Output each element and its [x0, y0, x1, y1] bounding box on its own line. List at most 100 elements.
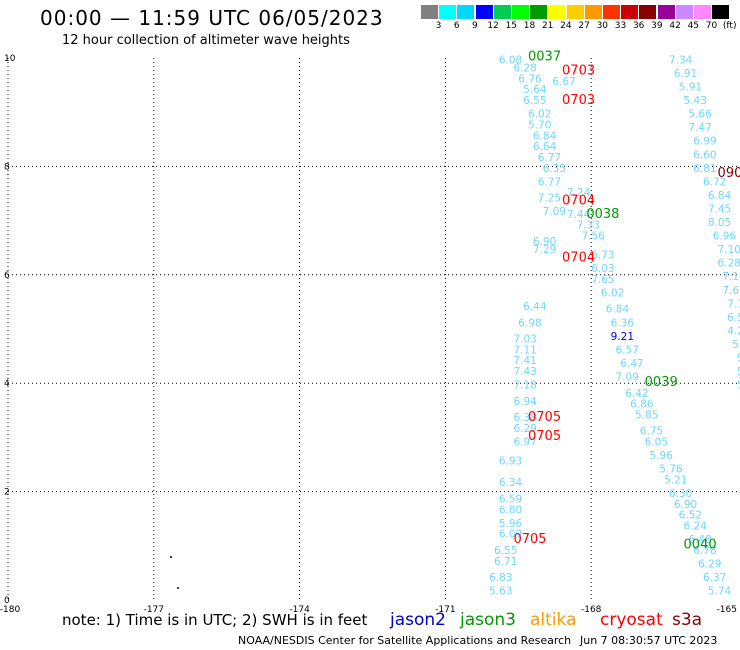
wave-height-label: 6.77: [538, 152, 561, 164]
wave-height-label: 6.28: [718, 258, 740, 270]
wave-height-label: 6.55: [494, 545, 517, 557]
satellite-s3a: s3a: [672, 610, 703, 630]
legend-swatch: [657, 5, 675, 19]
legend-swatch: [675, 5, 693, 19]
pass-time-label: 0703: [562, 63, 595, 78]
wave-height-label: 5.74: [708, 586, 732, 598]
legend-label: 45: [687, 21, 700, 31]
wave-height-label: 5.96: [650, 450, 674, 462]
wave-height-label: 6.84: [708, 190, 732, 202]
legend-label: 36: [632, 21, 645, 31]
wave-height-label: 6.57: [616, 344, 639, 356]
wave-height-label: 7.29: [533, 244, 556, 256]
wave-height-label: 6.36: [611, 317, 635, 329]
wave-height-label: 7.18: [513, 380, 536, 392]
wave-height-label: 6.56: [727, 312, 740, 324]
wave-height-label: 6.78: [693, 545, 716, 557]
legend-label: 24: [560, 21, 572, 31]
legend-label: 70: [705, 21, 718, 31]
satellite-jason2: jason2: [390, 610, 446, 630]
wave-height-label: 6.98: [518, 317, 541, 329]
footer-credit: NOAA/NESDIS Center for Satellite Applica…: [238, 634, 572, 647]
wave-height-label: 6.24: [684, 521, 708, 533]
wave-height-label: 6.73: [591, 250, 614, 262]
wave-height-label: 6.81: [693, 163, 716, 175]
legend-label: 18: [523, 21, 536, 31]
wave-height-label: 6.86: [630, 399, 654, 411]
wave-height-label: 9.21: [611, 331, 634, 343]
wave-height-label: 6.76: [518, 73, 542, 85]
wave-height-label: 5.41: [732, 339, 740, 351]
wave-height-label: 6.67: [552, 76, 575, 88]
satellite-jason3: jason3: [460, 610, 516, 630]
wave-height-label: 5.64: [523, 84, 547, 96]
pass-time-label: 0705: [513, 532, 546, 547]
legend-swatch: [457, 5, 475, 19]
wave-height-label: 6.03: [591, 263, 614, 275]
legend-swatch: [603, 5, 620, 19]
footer-note: note: 1) Time is in UTC; 2) SWH is in fe…: [62, 611, 368, 629]
wave-height-label: 6.60: [693, 149, 716, 161]
wave-height-label: 6.44: [523, 301, 547, 313]
wave-height-label: 6.83: [489, 572, 512, 584]
legend-label: 6: [453, 21, 460, 31]
wave-height-label: 5.85: [635, 409, 658, 421]
wave-height-label: 6.71: [494, 556, 517, 568]
pass-time-label: 0037: [528, 50, 561, 65]
wave-height-label: 5.91: [679, 82, 702, 94]
wave-height-label: 6.30: [669, 488, 692, 500]
wave-height-label: 5.21: [664, 474, 687, 486]
wave-height-label: 6.84: [606, 304, 630, 316]
wave-height-label: 5.66: [688, 109, 712, 121]
wave-height-label: 6.77: [538, 176, 561, 188]
wave-height-label: 5.96: [499, 518, 523, 530]
satellite-altika: altika: [530, 610, 577, 630]
legend-label: 39: [651, 21, 663, 31]
wave-height-label: 4.22: [727, 325, 740, 337]
wave-height-label: 7.47: [688, 122, 711, 134]
wave-height-label: 5.76: [659, 464, 683, 476]
wave-height-label: 6.02: [528, 109, 551, 121]
x-tick-label: -180: [0, 605, 20, 615]
legend-label: 3: [435, 21, 442, 31]
wave-height-label: 6.05: [645, 437, 668, 449]
wave-height-label: 6.28: [513, 63, 536, 75]
wave-height-label: 5.70: [528, 119, 551, 131]
legend-label: 27: [578, 21, 590, 31]
wave-height-label: 7.17: [722, 271, 740, 283]
wave-height-label: 7.65: [591, 274, 614, 286]
wave-height-label: 6.72: [703, 176, 726, 188]
y-tick-label: 6: [4, 271, 10, 281]
satellite-cryosat: cryosat: [600, 610, 663, 630]
pass-time-label: 0704: [562, 250, 595, 265]
legend-swatch: [639, 5, 657, 19]
wave-height-label: 6.64: [533, 141, 557, 153]
legend-swatch: [475, 5, 493, 19]
data-dot: [177, 587, 179, 589]
wave-height-label: 6.02: [601, 287, 624, 299]
wave-height-label: 7.41: [513, 355, 536, 367]
pass-time-label: 0705: [528, 410, 561, 425]
legend-label: (ft): [722, 21, 737, 31]
wave-height-label: 7.25: [538, 193, 561, 205]
legend-swatch: [621, 5, 639, 19]
wave-height-label: 6.80: [499, 504, 522, 516]
wave-height-label: 6.59: [499, 493, 522, 505]
legend-swatch: [421, 5, 438, 19]
wave-height-label: 7.43: [513, 366, 536, 378]
wave-height-label: 6.08: [499, 54, 522, 66]
wave-height-label: 7.24: [567, 187, 591, 199]
legend-label: 15: [505, 21, 518, 31]
wave-height-label: 6.55: [523, 95, 546, 107]
pass-time-label: 0703: [562, 93, 595, 108]
wave-height-label: 6.29: [698, 558, 721, 570]
wave-height-label: 6.99: [693, 136, 716, 148]
wave-height-label: 5.43: [684, 95, 707, 107]
footer-date: Jun 7 08:30:57 UTC 2023: [580, 634, 718, 647]
wave-height-label: 7.09: [543, 206, 566, 218]
x-tick-label: -165: [717, 605, 737, 615]
legend-swatch: [694, 5, 711, 19]
wave-height-label: 6.37: [703, 572, 726, 584]
wave-height-label: 7.70: [727, 298, 740, 310]
